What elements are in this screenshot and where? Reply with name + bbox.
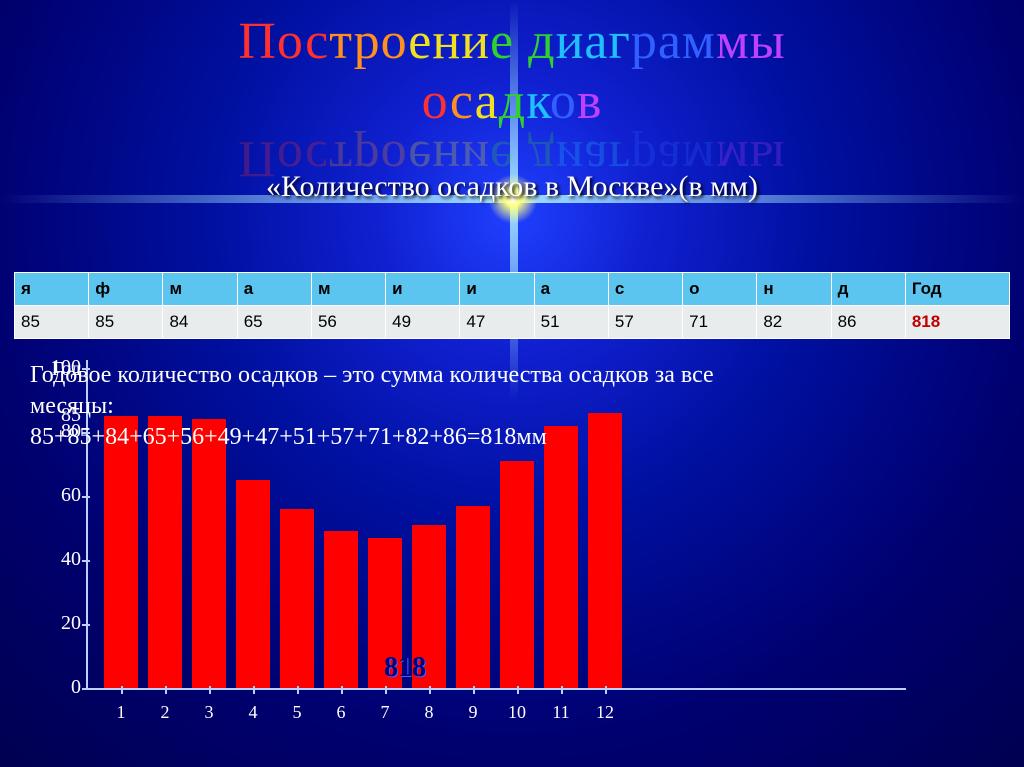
x-tick [297,686,299,694]
table-value-cell: 65 [237,306,311,339]
explanation-line-1: Годовое количество осадков – это сумма к… [30,360,990,391]
bar [500,461,534,688]
table-value-cell: 86 [831,306,905,339]
sum-overlay: 818 [384,652,426,684]
table-header-cell: о [683,273,757,306]
title-line-1: Построение диаграммы [0,12,1024,72]
data-table: яфмамииасондГод 858584655649475157718286… [14,272,1010,339]
x-category-label: 5 [280,702,314,723]
x-category-label: 2 [148,702,182,723]
x-tick [605,686,607,694]
explanation-line-2: месяцы: [30,391,990,422]
x-category-label: 1 [104,702,138,723]
x-category-label: 9 [456,702,490,723]
table-header-cell: м [163,273,237,306]
table-value-cell: 57 [608,306,682,339]
table-header-cell: ф [89,273,163,306]
x-tick [385,686,387,694]
bar [544,426,578,688]
explanation-text: Годовое количество осадков – это сумма к… [30,360,990,454]
x-tick [341,686,343,694]
table-value-cell: 51 [534,306,608,339]
table-header-cell: а [534,273,608,306]
bar [148,416,182,688]
table-header-cell: с [608,273,682,306]
x-category-label: 11 [544,702,578,723]
y-tick [82,624,90,626]
bar [104,416,138,688]
bar [280,509,314,688]
x-category-label: 12 [588,702,622,723]
bar [324,531,358,688]
x-tick [473,686,475,694]
table-value-row: 858584655649475157718286818 [15,306,1010,339]
bar [456,506,490,688]
table-value-cell: 84 [163,306,237,339]
bar [236,480,270,688]
x-category-label: 7 [368,702,402,723]
subtitle: «Количество осадков в Москве»(в мм) [0,170,1024,204]
x-tick [517,686,519,694]
table-header-cell: и [386,273,460,306]
table-header-cell: а [237,273,311,306]
y-tick-label: 20 [21,612,81,635]
x-tick [165,686,167,694]
bar [192,419,226,688]
table-header-row: яфмамииасондГод [15,273,1010,306]
x-category-label: 8 [412,702,446,723]
table-value-cell: 85 [89,306,163,339]
y-tick-label: 60 [21,484,81,507]
y-tick [82,688,90,690]
x-tick [429,686,431,694]
y-tick [82,560,90,562]
table-value-cell: 82 [757,306,831,339]
x-tick [209,686,211,694]
table-value-cell: 47 [460,306,534,339]
table-header-cell: и [460,273,534,306]
title: Построение диаграммы осадков Построение … [0,12,1024,187]
bar [588,413,622,688]
table-header-cell: д [831,273,905,306]
table-value-cell: 49 [386,306,460,339]
x-tick [121,686,123,694]
table-value-cell: 818 [905,306,1009,339]
x-tick [561,686,563,694]
table-header-cell: Год [905,273,1009,306]
x-tick [253,686,255,694]
x-category-label: 4 [236,702,270,723]
y-tick [82,496,90,498]
table-value-cell: 85 [15,306,89,339]
slide: Построение диаграммы осадков Построение … [0,0,1024,767]
table-value-cell: 71 [683,306,757,339]
x-category-label: 6 [324,702,358,723]
explanation-line-3: 85+85+84+65+56+49+47+51+57+71+82+86=818м… [30,422,990,453]
table-header-cell: м [311,273,385,306]
table-value-cell: 56 [311,306,385,339]
x-category-label: 10 [500,702,534,723]
table-header-cell: н [757,273,831,306]
table-header-cell: я [15,273,89,306]
x-category-label: 3 [192,702,226,723]
y-tick-label: 0 [21,676,81,699]
title-line-2: осадков [0,72,1024,132]
y-tick-label: 40 [21,548,81,571]
